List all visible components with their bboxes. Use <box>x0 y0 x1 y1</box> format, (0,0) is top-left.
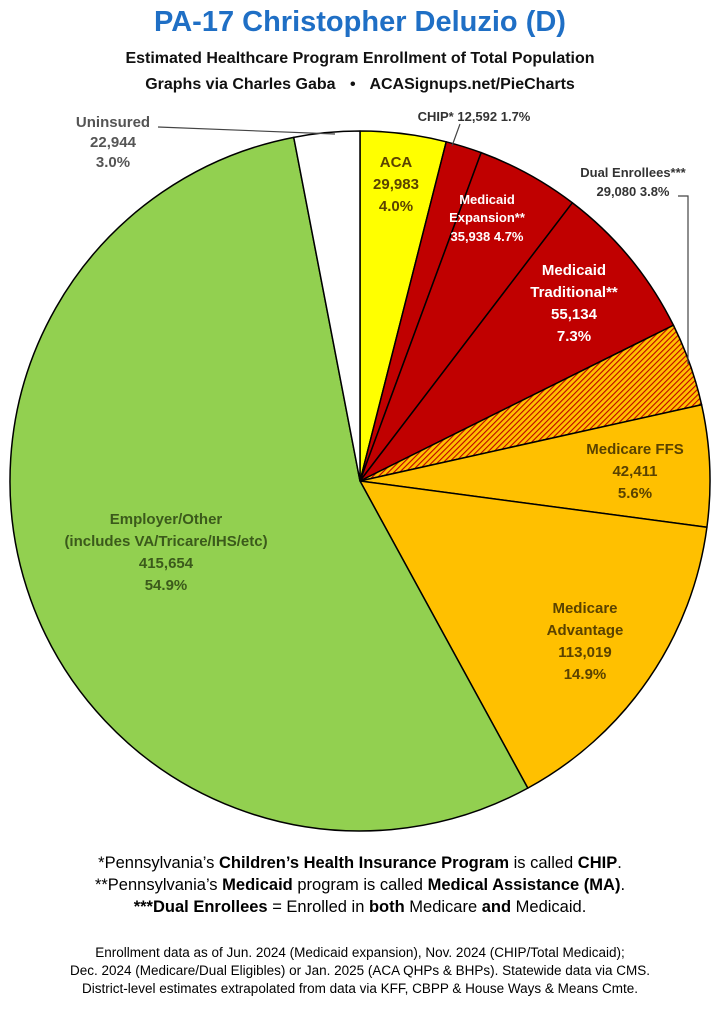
leader-line-chip <box>451 123 461 147</box>
footnotes: *Pennsylvania’s Children’s Health Insura… <box>0 852 720 918</box>
label-medicare-ffs-value: 42,411 <box>612 463 657 480</box>
label-medicaid-expansion-line1: Medicaid <box>459 192 515 207</box>
label-medicaid-traditional-line1: Medicaid <box>542 262 606 279</box>
footnote-medicaid: **Pennsylvania’s Medicaid program is cal… <box>94 876 626 894</box>
label-medicaid-traditional-line2: Traditional** <box>530 284 618 301</box>
label-aca-pct: 4.0% <box>379 198 413 215</box>
label-medicaid-expansion-value: 35,938 4.7% <box>450 229 523 244</box>
label-employer-value: 415,654 <box>139 555 194 572</box>
footnote-dual: ***Dual Enrollees = Enrolled in both Med… <box>133 898 587 916</box>
label-medicare-advantage-line2: Advantage <box>547 622 624 639</box>
label-uninsured-pct: 3.0% <box>96 154 130 171</box>
label-medicare-ffs-pct: 5.6% <box>618 485 652 502</box>
label-medicare-advantage-value: 113,019 <box>558 644 611 661</box>
pie-slice-employer-other-includes-va-tricare-ihs-etc <box>9 136 529 832</box>
label-medicaid-traditional-value: 55,134 <box>551 306 598 323</box>
label-employer-pct: 54.9% <box>145 577 188 594</box>
label-medicare-advantage-line1: Medicare <box>552 600 617 617</box>
source-note: Enrollment data as of Jun. 2024 (Medicai… <box>0 944 720 998</box>
source-line-3: District-level estimates extrapolated fr… <box>82 981 638 996</box>
label-aca-value: 29,983 <box>373 176 419 193</box>
leader-line-dual-enrollees <box>678 195 689 364</box>
label-dual-line2: 29,080 3.8% <box>596 184 669 199</box>
chart-subtitle: Estimated Healthcare Program Enrollment … <box>125 50 595 67</box>
label-employer-line1: Employer/Other <box>110 511 223 528</box>
credit-url: ACASignups.net/PieCharts <box>369 76 575 93</box>
chart-credit-line: Graphs via Charles Gaba • ACASignups.net… <box>0 76 720 94</box>
footnote-chip: *Pennsylvania’s Children’s Health Insura… <box>98 854 622 872</box>
label-medicare-advantage-pct: 14.9% <box>564 666 607 683</box>
chart-title: PA-17 Christopher Deluzio (D) <box>154 6 566 38</box>
label-medicaid-traditional-pct: 7.3% <box>557 328 591 345</box>
label-medicaid-expansion-line2: Expansion** <box>449 210 526 225</box>
label-employer-line2: (includes VA/Tricare/IHS/etc) <box>64 533 267 550</box>
leader-line-uninsured <box>157 126 336 135</box>
pie-slice-uninsured <box>292 130 361 482</box>
pie-slice-medicare-advantage <box>359 480 708 789</box>
credit-bullet: • <box>349 76 356 93</box>
label-uninsured-value: 22,944 <box>90 134 137 151</box>
source-line-2: Dec. 2024 (Medicare/Dual Eligibles) or J… <box>70 963 650 978</box>
label-medicare-ffs-name: Medicare FFS <box>586 441 684 458</box>
pie-slice-medicaid-traditional <box>359 202 675 482</box>
label-dual-line1: Dual Enrollees*** <box>580 165 686 180</box>
label-aca-name: ACA <box>380 154 413 171</box>
credit-author: Graphs via Charles Gaba <box>145 76 336 93</box>
source-line-1: Enrollment data as of Jun. 2024 (Medicai… <box>95 945 625 960</box>
label-uninsured-name: Uninsured <box>76 114 150 131</box>
label-chip: CHIP* 12,592 1.7% <box>418 109 531 124</box>
